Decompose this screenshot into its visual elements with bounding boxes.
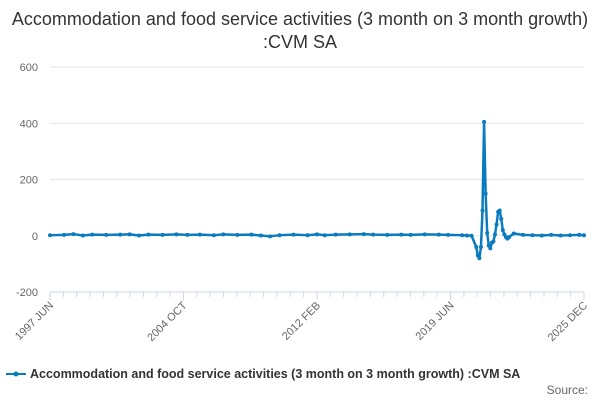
data-point[interactable] bbox=[71, 232, 76, 237]
data-point[interactable] bbox=[422, 232, 427, 237]
data-point[interactable] bbox=[469, 233, 474, 238]
data-point[interactable] bbox=[322, 233, 327, 238]
data-point[interactable] bbox=[500, 228, 505, 233]
data-point[interactable] bbox=[399, 232, 404, 237]
x-tick-label: 1997 JUN bbox=[13, 300, 56, 343]
data-point[interactable] bbox=[494, 222, 499, 227]
data-point[interactable] bbox=[118, 232, 123, 237]
data-point[interactable] bbox=[160, 232, 165, 237]
data-point[interactable] bbox=[197, 232, 202, 237]
data-point[interactable] bbox=[485, 230, 490, 235]
data-point[interactable] bbox=[511, 231, 516, 236]
data-point[interactable] bbox=[483, 191, 488, 196]
data-point[interactable] bbox=[211, 233, 216, 238]
data-point[interactable] bbox=[305, 233, 310, 238]
x-tick-label: 2019 JUN bbox=[414, 300, 457, 343]
data-point[interactable] bbox=[488, 246, 493, 251]
data-point[interactable] bbox=[539, 233, 544, 238]
data-point[interactable] bbox=[507, 235, 512, 240]
data-point[interactable] bbox=[104, 232, 109, 237]
data-point[interactable] bbox=[567, 233, 572, 238]
data-point[interactable] bbox=[436, 232, 441, 237]
data-point[interactable] bbox=[558, 233, 563, 238]
data-point[interactable] bbox=[549, 232, 554, 237]
data-point[interactable] bbox=[530, 233, 535, 238]
data-point[interactable] bbox=[385, 232, 390, 237]
data-point[interactable] bbox=[258, 233, 263, 238]
x-tick-label: 2025 DEC bbox=[546, 300, 590, 344]
data-point[interactable] bbox=[48, 233, 52, 238]
data-point[interactable] bbox=[268, 234, 273, 239]
series-layer bbox=[48, 119, 586, 261]
x-tick-label: 2012 FEB bbox=[280, 300, 323, 343]
data-point[interactable] bbox=[62, 232, 67, 237]
data-point[interactable] bbox=[291, 232, 296, 237]
data-point[interactable] bbox=[235, 232, 240, 237]
data-point[interactable] bbox=[493, 232, 497, 237]
data-point[interactable] bbox=[146, 232, 151, 237]
data-point[interactable] bbox=[90, 232, 95, 237]
data-point[interactable] bbox=[577, 232, 582, 237]
data-point[interactable] bbox=[474, 245, 479, 249]
data-point[interactable] bbox=[221, 232, 226, 237]
legend-label: Accommodation and food service activitie… bbox=[30, 367, 521, 381]
data-point[interactable] bbox=[480, 208, 485, 213]
data-point[interactable] bbox=[127, 232, 132, 237]
data-point[interactable] bbox=[497, 208, 502, 213]
chart-title: Accommodation and food service activitie… bbox=[11, 9, 589, 52]
data-point[interactable] bbox=[478, 245, 483, 249]
data-point[interactable] bbox=[277, 233, 282, 238]
data-point[interactable] bbox=[333, 232, 338, 237]
data-point[interactable] bbox=[499, 216, 504, 221]
data-point[interactable] bbox=[315, 232, 319, 237]
y-tick-label: 0 bbox=[32, 231, 38, 243]
y-tick-label: 200 bbox=[20, 175, 38, 187]
data-point[interactable] bbox=[249, 232, 254, 237]
legend-symbol-icon bbox=[6, 371, 26, 377]
data-point[interactable] bbox=[174, 232, 179, 237]
data-point[interactable] bbox=[482, 119, 487, 124]
data-point[interactable] bbox=[460, 233, 465, 238]
data-point[interactable] bbox=[464, 233, 469, 238]
data-point[interactable] bbox=[137, 233, 141, 238]
data-point[interactable] bbox=[80, 233, 85, 238]
legend[interactable]: Accommodation and food service activitie… bbox=[6, 365, 600, 383]
series-line[interactable] bbox=[49, 120, 585, 260]
source-label: Source: bbox=[546, 383, 588, 397]
y-tick-label: 600 bbox=[20, 62, 38, 74]
x-tick-label: 2004 OCT bbox=[145, 299, 190, 344]
data-point[interactable] bbox=[446, 232, 451, 237]
data-point[interactable] bbox=[371, 232, 376, 237]
data-point[interactable] bbox=[347, 232, 352, 237]
y-tick-label: 400 bbox=[20, 118, 38, 130]
data-point[interactable] bbox=[582, 233, 586, 238]
data-point[interactable] bbox=[521, 232, 526, 237]
data-point[interactable] bbox=[361, 232, 366, 237]
data-point[interactable] bbox=[491, 239, 496, 244]
y-tick-label: -200 bbox=[16, 287, 38, 299]
data-point[interactable] bbox=[185, 232, 190, 237]
grid-layer bbox=[50, 66, 584, 237]
axis-layer: -200 0 200 400 600 1997 JUN 2004 OCT 2012 FEB 20… bbox=[13, 62, 590, 344]
data-point[interactable] bbox=[477, 256, 482, 261]
data-point[interactable] bbox=[408, 232, 413, 237]
